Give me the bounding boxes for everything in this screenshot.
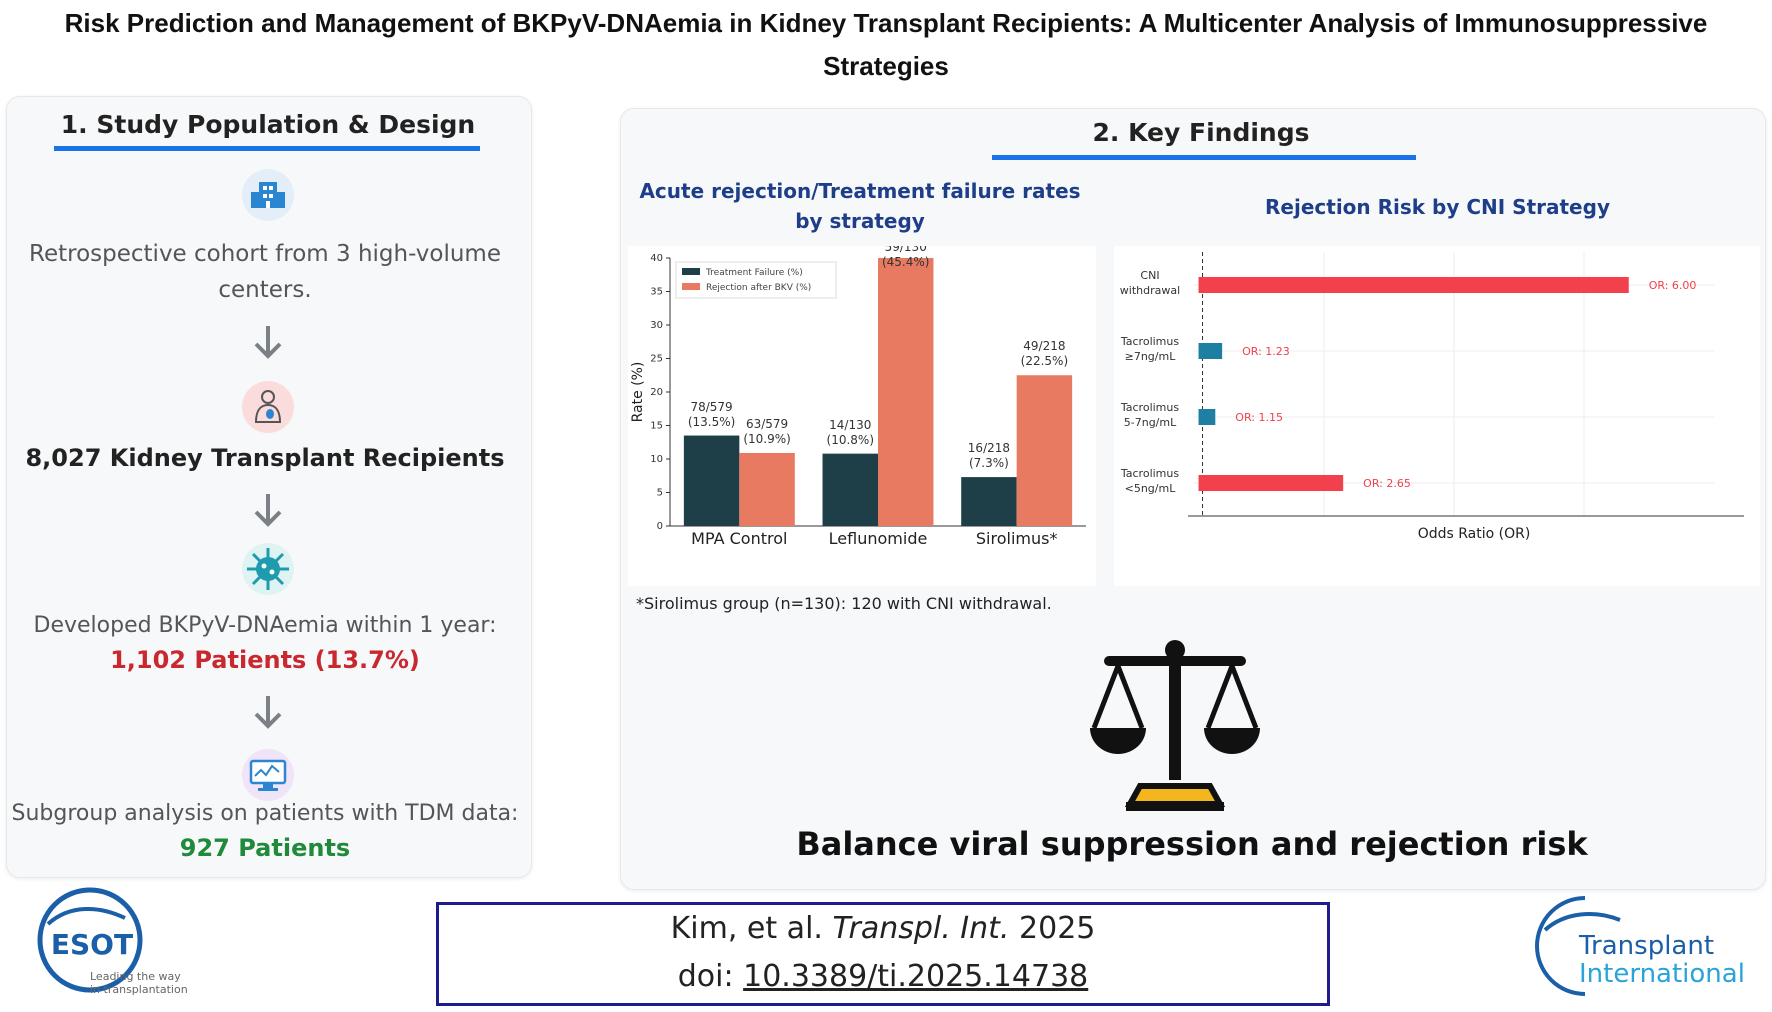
x-tick-label: Leflunomide [829, 529, 928, 548]
citation-journal: Transpl. Int. [832, 911, 1010, 946]
legend-swatch [682, 283, 700, 290]
value-label: 78/579 (13.5%) [687, 399, 736, 429]
y-tick-label: 15 [650, 421, 663, 432]
flow-arrow [254, 326, 282, 359]
bar [822, 453, 878, 526]
doi-link[interactable]: 10.3389/ti.2025.14738 [743, 959, 1089, 994]
value-label-box: 78/579 (13.5%) [687, 399, 736, 429]
balance-icon [1090, 640, 1260, 811]
y-tick-label: 20 [650, 387, 663, 398]
or-bar [1198, 475, 1344, 491]
y-tick-label: Tacrolimus <5ng/mL [1120, 467, 1180, 495]
subgroup-count: 927 Patients [179, 834, 351, 862]
y-tick-label: 40 [650, 253, 663, 264]
conclusion: Balance viral suppression and rejection … [796, 825, 1588, 863]
x-axis-label: Odds Ratio (OR) [1418, 526, 1531, 542]
esot-tagline: in transplantation [90, 983, 188, 996]
y-tick-label: 30 [650, 320, 663, 331]
patient-icon [242, 381, 294, 433]
cohort-text: Retrospective cohort from 3 high-volume … [29, 241, 501, 303]
dnaemia-text: Developed BKPyV-DNAemia within 1 year: [33, 613, 497, 638]
journal-wordmark: International [1579, 959, 1745, 989]
monitor-icon [242, 749, 294, 801]
panel-heading: 2. Key Findings [1092, 118, 1310, 147]
value-label-box: 14/130 (10.8%) [826, 417, 874, 447]
y-tick-label-box: Tacrolimus <5ng/mL [1120, 467, 1180, 495]
value-label-box: 49/218 (22.5%) [1020, 339, 1069, 369]
legend-label: Treatment Failure (%) [705, 268, 803, 278]
bar [961, 477, 1017, 526]
y-tick-label-box: CNI withdrawal [1119, 269, 1181, 297]
citation-line: Kim, et al. Transpl. Int. 2025 [439, 905, 1327, 953]
esot-logo: ESOT Leading the way in transplantation [37, 887, 188, 996]
value-label: OR: 1.15 [1235, 411, 1283, 424]
legend-label: Rejection after BKV (%) [706, 283, 811, 293]
y-tick-label: 10 [650, 454, 663, 465]
or-bar [1198, 277, 1629, 293]
doi-line: doi: 10.3389/ti.2025.14738 [439, 953, 1327, 1001]
value-label-box: 63/579 (10.9%) [743, 416, 791, 446]
bar-chart: 0 5 10 15 20 25 30 35 40 Rate (%) MPA Control 78/57… [628, 246, 1096, 586]
value-label: OR: 6.00 [1649, 279, 1697, 292]
heading-underline [54, 146, 480, 151]
journal-logo: Transplant International [1535, 896, 1745, 996]
legend-swatch [682, 268, 700, 275]
chart-title: Rejection Risk by CNI Strategy [1265, 195, 1610, 219]
chart-title: Acute rejection/Treatment failure rates … [639, 179, 1081, 233]
doi-prefix: doi: [677, 959, 734, 994]
value-label: 49/218 (22.5%) [1020, 339, 1069, 369]
heading-underline [992, 155, 1416, 160]
value-label: OR: 2.65 [1363, 477, 1411, 490]
flow-arrow [254, 494, 282, 527]
esot-tagline: Leading the way [90, 970, 181, 983]
flow-arrow [254, 696, 282, 729]
population-text: 8,027 Kidney Transplant Recipients [25, 444, 505, 472]
x-tick-label: MPA Control [691, 529, 787, 548]
y-axis-label: Rate (%) [630, 362, 646, 423]
y-tick-label: Tacrolimus ≥7ng/mL [1120, 335, 1180, 363]
value-label: 14/130 (10.8%) [826, 417, 874, 447]
value-label-box: 59/130 (45.4%) [881, 246, 930, 269]
y-tick-label: 25 [650, 354, 663, 365]
title: Risk Prediction and Management of BKPyV-… [64, 8, 1708, 81]
y-tick-label-box: Tacrolimus 5-7ng/mL [1120, 401, 1180, 429]
esot-wordmark: ESOT [51, 928, 133, 961]
hospital-icon [242, 169, 294, 221]
chart-footnote: *Sirolimus group (n=130): 120 with CNI w… [636, 594, 1052, 613]
value-label: 59/130 (45.4%) [881, 246, 930, 269]
legend-frame [675, 261, 837, 299]
bar [1016, 375, 1073, 526]
journal-wordmark: Transplant [1578, 931, 1714, 961]
bar [683, 435, 740, 526]
y-tick-label-box: Tacrolimus ≥7ng/mL [1120, 335, 1180, 363]
y-tick-label: 35 [650, 287, 663, 298]
forest-chart: CNI withdrawal OR: 6.00 Tacrolimus ≥7ng/mL… [1114, 246, 1760, 586]
y-tick-label: CNI withdrawal [1119, 269, 1181, 297]
or-bar [1198, 409, 1216, 425]
subgroup-text: Subgroup analysis on patients with TDM d… [11, 801, 519, 826]
panel-heading: 1. Study Population & Design [60, 110, 476, 139]
or-bar [1198, 343, 1223, 359]
bar [878, 258, 934, 526]
y-tick-label: 5 [657, 488, 663, 499]
virus-icon [242, 543, 294, 595]
citation-authors: Kim, et al. [670, 911, 823, 946]
citation-year: 2025 [1019, 911, 1096, 946]
y-tick-label: Tacrolimus 5-7ng/mL [1120, 401, 1180, 429]
value-label: OR: 1.23 [1242, 345, 1290, 358]
value-label: 63/579 (10.9%) [743, 416, 791, 446]
value-label: 16/218 (7.3%) [967, 441, 1011, 471]
citation-box: Kim, et al. Transpl. Int. 2025 doi: 10.3… [436, 902, 1330, 1006]
bar [739, 452, 795, 526]
study-panel [6, 96, 532, 878]
dnaemia-count: 1,102 Patients (13.7%) [110, 646, 420, 674]
y-tick-label: 0 [657, 521, 663, 532]
value-label-box: 16/218 (7.3%) [967, 441, 1011, 471]
x-tick-label: Sirolimus* [976, 529, 1058, 548]
